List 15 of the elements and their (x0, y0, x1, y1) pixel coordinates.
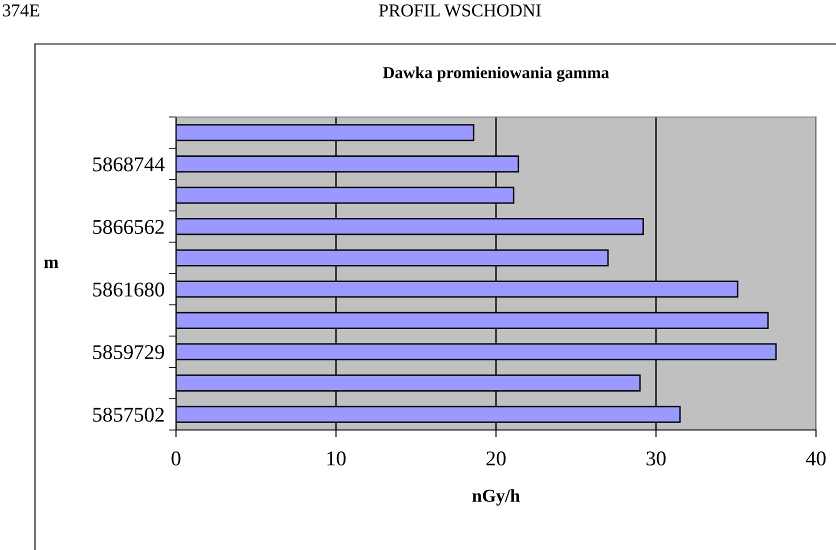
x-tick-label: 10 (327, 451, 346, 466)
x-tick-label: 40 (806, 451, 826, 466)
y-tick-label: 5868744 (93, 157, 165, 172)
text: 374E (2, 4, 40, 17)
x-tick-label: 20 (486, 451, 506, 466)
chart-title: Dawka promieniowania gamma (383, 66, 610, 82)
y-tick-label: 5861680 (93, 282, 164, 297)
x-axis-title: nGy/h (472, 489, 520, 506)
y-axis-title: m (44, 260, 58, 268)
x-tick-label: 0 (172, 451, 180, 466)
y-tick-label: 5857502 (93, 408, 164, 422)
text: PROFIL WSCHODNI (379, 4, 541, 17)
x-tick-label: 30 (646, 451, 666, 466)
y-tick-label: 5859729 (93, 345, 164, 360)
y-tick-label: 5866562 (93, 220, 164, 234)
